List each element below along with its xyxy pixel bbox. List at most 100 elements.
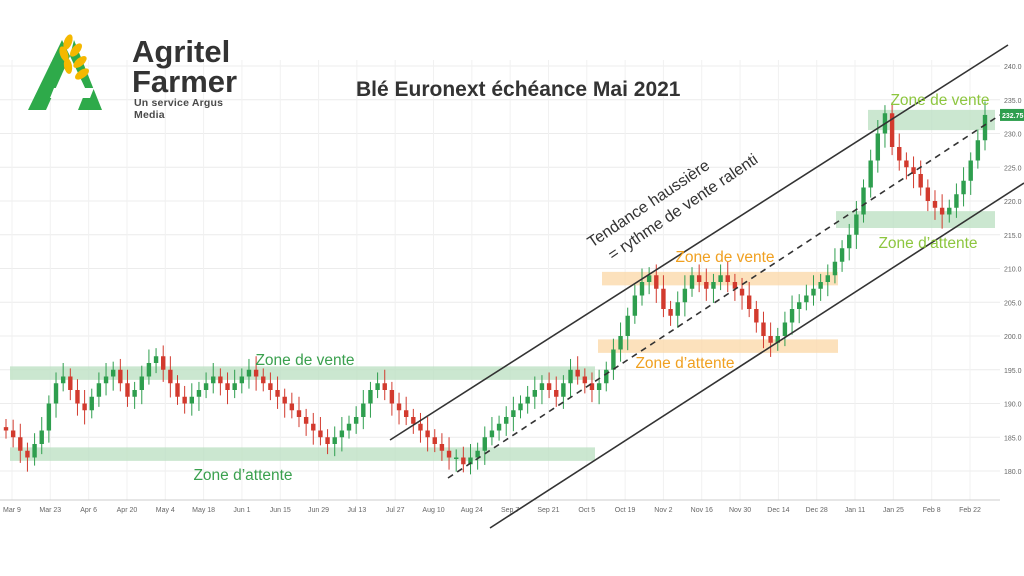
candle-body: [146, 363, 152, 377]
x-tick-label: Oct 19: [615, 507, 636, 514]
y-tick-label: 195.0: [1004, 368, 1022, 375]
candle-body: [961, 180, 966, 195]
candle-body: [718, 275, 723, 282]
candle-body: [868, 160, 873, 188]
candle-body: [825, 275, 830, 282]
candle-body: [804, 295, 809, 303]
channel-lower-line: [489, 182, 1024, 529]
candle-body: [539, 383, 545, 390]
candle-body: [218, 376, 223, 384]
x-tick-label: May 4: [156, 507, 175, 514]
x-tick-label: Aug 10: [422, 507, 444, 514]
candle-body: [589, 383, 595, 390]
y-tick-label: 200.0: [1004, 334, 1022, 341]
y-tick-label: 235.0: [1004, 98, 1022, 105]
candle-body: [746, 295, 752, 309]
x-tick-label: Jul 13: [348, 507, 367, 514]
y-tick-label: 215.0: [1004, 233, 1022, 240]
candle-body: [925, 187, 931, 201]
candle-body: [325, 437, 330, 444]
candle-body: [182, 396, 187, 404]
candle-body: [418, 423, 423, 431]
candle-body: [704, 282, 709, 289]
candle-body: [582, 376, 588, 384]
candle-body: [575, 369, 580, 377]
candle-body: [546, 383, 552, 390]
candle-body: [511, 410, 516, 417]
candle-body: [439, 444, 445, 451]
candle-body: [504, 417, 509, 424]
candle-body: [161, 356, 166, 370]
candle-body: [854, 214, 859, 235]
candle-body: [904, 160, 909, 168]
candle-body: [346, 423, 352, 431]
candle-body: [375, 383, 380, 390]
last-price-badge: [1000, 108, 1024, 121]
candle-body: [339, 430, 345, 438]
candle-body: [139, 376, 144, 390]
candle-body: [53, 383, 59, 404]
x-tick-label: Sep 21: [537, 507, 559, 514]
zone-band: [10, 447, 595, 461]
candle-body: [982, 114, 988, 141]
candle-body: [25, 450, 30, 458]
x-tick-label: Jun 1: [233, 507, 250, 514]
candle-body: [89, 396, 94, 411]
x-tick-label: Apr 6: [80, 507, 97, 514]
y-tick-label: 205.0: [1004, 300, 1022, 307]
candle-body: [554, 390, 559, 397]
y-tick-label: 210.0: [1004, 267, 1022, 274]
candle-body: [18, 437, 23, 451]
candle-body: [446, 450, 452, 458]
candle-body: [611, 349, 616, 370]
candle-body: [275, 390, 280, 397]
candle-body: [675, 302, 680, 316]
zone-label: Zone d’attente: [878, 235, 977, 252]
y-tick-label: 180.0: [1004, 469, 1022, 476]
candle-body: [911, 167, 916, 174]
x-tick-label: Mar 9: [3, 507, 21, 514]
candle-body: [711, 282, 716, 289]
candle-body: [196, 390, 202, 397]
candle-body: [396, 403, 402, 411]
candle-body: [775, 336, 780, 343]
candle-body: [739, 288, 745, 296]
y-tick-label: 220.0: [1004, 199, 1022, 206]
zone-label: Zone d’attente: [193, 467, 292, 484]
logo-text-farmer: Farmer: [132, 64, 238, 99]
candle-body: [461, 457, 466, 465]
candle-body: [596, 383, 602, 390]
candle-body: [60, 376, 66, 384]
y-tick-label: 225.0: [1004, 165, 1022, 172]
x-tick-label: Nov 30: [729, 507, 751, 514]
candle-body: [732, 282, 738, 289]
candle-body: [632, 295, 638, 316]
zone-label: Zone de vente: [890, 92, 989, 109]
x-tick-label: Aug 24: [461, 507, 483, 514]
candle-body: [425, 430, 430, 438]
candle-body: [489, 430, 495, 438]
candle-body: [10, 430, 16, 438]
candle-body: [125, 383, 130, 397]
y-tick-label: 185.0: [1004, 435, 1022, 442]
candle-body: [861, 187, 866, 215]
candle-body: [39, 430, 44, 444]
candle-body: [303, 417, 309, 424]
candle-body: [475, 450, 480, 458]
zone-band: [836, 211, 995, 228]
x-tick-label: Feb 8: [923, 507, 941, 514]
candle-body: [246, 369, 252, 377]
x-tick-label: Apr 20: [117, 507, 138, 514]
x-tick-label: Jan 25: [883, 507, 904, 514]
candle-body: [518, 403, 523, 411]
candle-body: [175, 383, 180, 397]
candle-body: [203, 383, 209, 390]
candle-body: [811, 288, 816, 296]
candle-body: [496, 423, 502, 431]
candle-body: [818, 282, 823, 289]
candle-body: [975, 140, 981, 161]
x-tick-label: Sep 7: [501, 507, 519, 514]
x-tick-label: Jan 11: [845, 507, 866, 514]
candle-body: [875, 133, 881, 161]
